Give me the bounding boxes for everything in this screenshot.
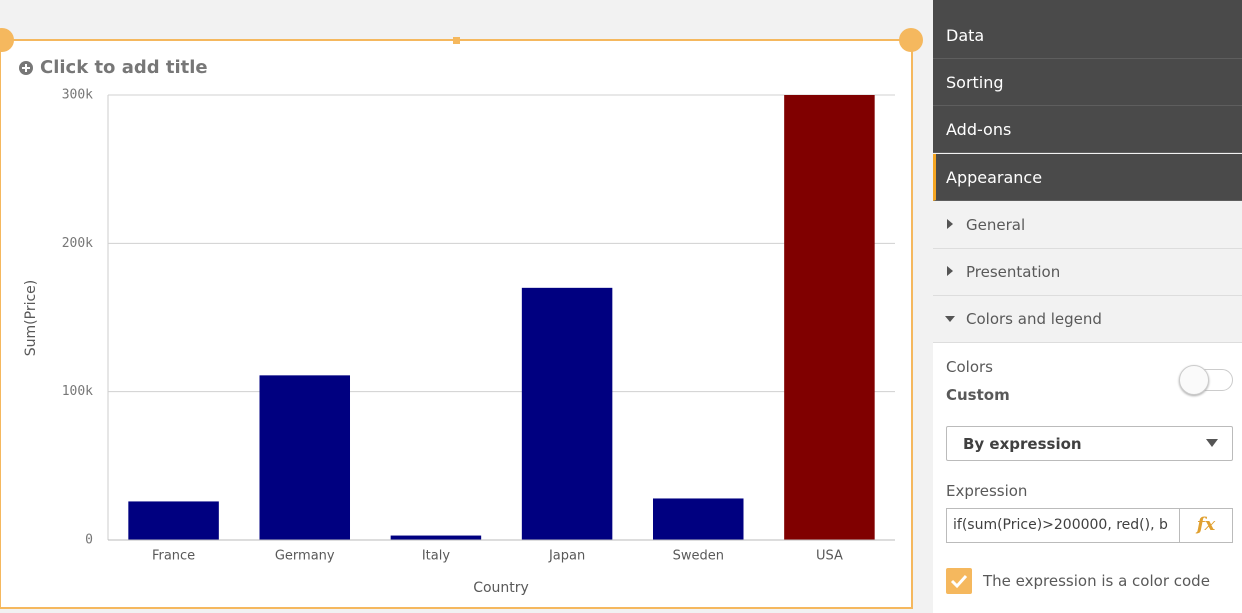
colors-label: Colors <box>946 358 993 376</box>
dropdown[interactable]: By expression <box>946 426 1233 461</box>
y-tick-label: 200k <box>62 236 93 251</box>
bar <box>259 375 351 540</box>
resize-handle[interactable] <box>0 28 14 52</box>
x-tick-label: Italy <box>422 549 451 564</box>
y-tick-label: 300k <box>62 88 93 103</box>
x-axis-title: Country <box>473 580 529 596</box>
checkmark <box>950 574 968 589</box>
bar <box>390 535 482 540</box>
resize-handle[interactable] <box>453 37 460 44</box>
tab[interactable]: Add-ons <box>933 106 1242 153</box>
add-icon-plus <box>22 64 30 72</box>
bar <box>652 498 744 540</box>
section-arrows <box>945 219 955 322</box>
resize-handle[interactable] <box>899 28 923 52</box>
section[interactable]: Presentation <box>933 249 1242 296</box>
tab-active[interactable]: Appearance <box>933 154 1242 201</box>
tab[interactable]: Sorting <box>933 59 1242 106</box>
x-tick-label: USA <box>816 549 843 564</box>
checkbox[interactable] <box>946 568 972 594</box>
bar <box>521 287 613 540</box>
section[interactable]: General <box>933 202 1242 249</box>
y-axis-title: Sum(Price) <box>23 280 39 356</box>
expression-label: Expression <box>946 482 1028 500</box>
bar <box>128 501 219 540</box>
panel-top <box>933 0 1242 12</box>
bar <box>784 95 875 540</box>
chart: Click to add title Country Sum(Price) 0 1… <box>0 28 923 609</box>
y-tick-label: 100k <box>62 384 93 399</box>
x-tick-label: Sweden <box>673 549 724 564</box>
dropdown-arrow <box>1206 439 1218 447</box>
y-tick-label: 0 <box>85 533 93 548</box>
section[interactable]: Colors and legend <box>933 296 1242 343</box>
tab[interactable]: Data <box>933 12 1242 59</box>
checkbox-label: The expression is a color code <box>983 572 1210 590</box>
fx-button[interactable]: fx <box>1179 508 1233 543</box>
expression-input[interactable]: if(sum(Price)>200000, red(), b <box>946 508 1179 543</box>
toggle-knob[interactable] <box>1179 365 1209 395</box>
chart-title[interactable]: Click to add title <box>40 57 208 78</box>
x-tick-label: France <box>152 549 195 564</box>
x-tick-label: Japan <box>548 549 585 564</box>
colors-mode: Custom <box>946 386 1010 404</box>
x-tick-label: Germany <box>275 549 335 564</box>
